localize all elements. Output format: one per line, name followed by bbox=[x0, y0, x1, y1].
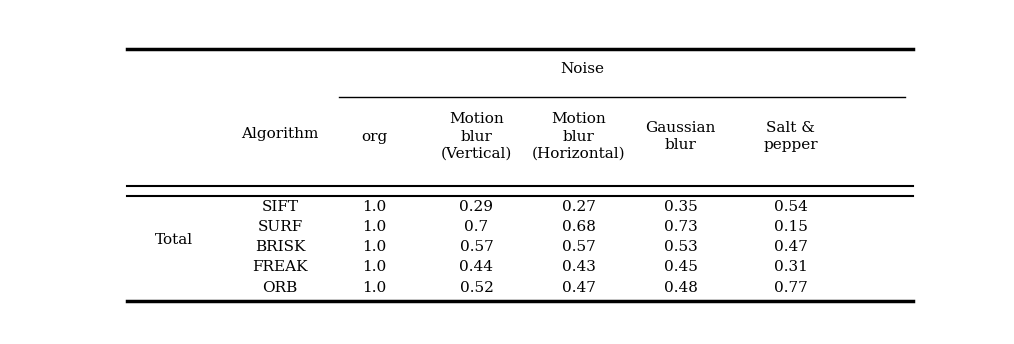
Text: 0.44: 0.44 bbox=[459, 260, 494, 275]
Text: 0.53: 0.53 bbox=[664, 240, 698, 254]
Text: org: org bbox=[361, 130, 387, 144]
Text: FREAK: FREAK bbox=[252, 260, 307, 275]
Text: 0.45: 0.45 bbox=[664, 260, 698, 275]
Text: 1.0: 1.0 bbox=[362, 281, 386, 294]
Text: 0.73: 0.73 bbox=[664, 220, 698, 234]
Text: 1.0: 1.0 bbox=[362, 260, 386, 275]
Text: Total: Total bbox=[155, 233, 193, 247]
Text: 0.15: 0.15 bbox=[774, 220, 808, 234]
Text: 0.48: 0.48 bbox=[664, 281, 698, 294]
Text: Gaussian
blur: Gaussian blur bbox=[646, 121, 716, 152]
Text: 0.31: 0.31 bbox=[774, 260, 808, 275]
Text: Salt &
pepper: Salt & pepper bbox=[764, 121, 818, 152]
Text: BRISK: BRISK bbox=[255, 240, 305, 254]
Text: 0.29: 0.29 bbox=[459, 200, 494, 214]
Text: 0.47: 0.47 bbox=[774, 240, 808, 254]
Text: 0.57: 0.57 bbox=[459, 240, 494, 254]
Text: 1.0: 1.0 bbox=[362, 240, 386, 254]
Text: Algorithm: Algorithm bbox=[241, 127, 318, 141]
Text: Motion
blur
(Horizontal): Motion blur (Horizontal) bbox=[531, 112, 626, 161]
Text: 0.57: 0.57 bbox=[562, 240, 595, 254]
Text: 0.35: 0.35 bbox=[664, 200, 698, 214]
Text: 0.77: 0.77 bbox=[774, 281, 808, 294]
Text: 1.0: 1.0 bbox=[362, 200, 386, 214]
Text: SURF: SURF bbox=[258, 220, 302, 234]
Text: ORB: ORB bbox=[263, 281, 298, 294]
Text: SIFT: SIFT bbox=[262, 200, 298, 214]
Text: 0.43: 0.43 bbox=[562, 260, 595, 275]
Text: Motion
blur
(Vertical): Motion blur (Vertical) bbox=[441, 112, 512, 161]
Text: 1.0: 1.0 bbox=[362, 220, 386, 234]
Text: Noise: Noise bbox=[561, 62, 604, 76]
Text: 0.52: 0.52 bbox=[459, 281, 494, 294]
Text: 0.27: 0.27 bbox=[562, 200, 595, 214]
Text: 0.68: 0.68 bbox=[562, 220, 595, 234]
Text: 0.47: 0.47 bbox=[562, 281, 595, 294]
Text: 0.7: 0.7 bbox=[464, 220, 489, 234]
Text: 0.54: 0.54 bbox=[774, 200, 808, 214]
